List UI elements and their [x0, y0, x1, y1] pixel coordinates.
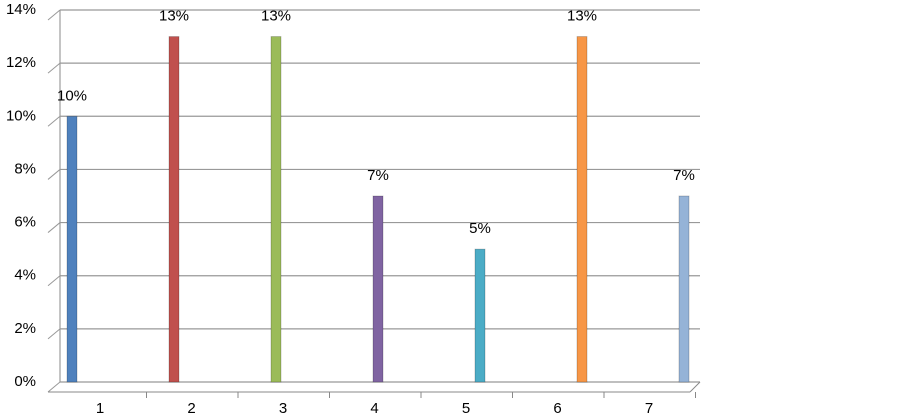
y-tick-label: 4% [14, 267, 36, 284]
grid-depth [47, 115, 61, 127]
bar [66, 115, 78, 383]
grid-depth [47, 381, 61, 393]
y-tick-label: 6% [14, 214, 36, 231]
y-tick-label: 0% [14, 373, 36, 390]
grid-depth [47, 328, 61, 340]
bar [372, 195, 384, 383]
x-tick-label: 5 [462, 400, 470, 417]
bar [168, 36, 180, 383]
bar [270, 36, 282, 383]
grid-depth [47, 62, 61, 74]
data-label: 5% [469, 220, 491, 237]
grid-depth [47, 275, 61, 287]
x-tick-label: 4 [370, 400, 378, 417]
y-tick-label: 14% [6, 1, 36, 18]
grid-depth [47, 9, 61, 21]
x-axis-depth [689, 381, 701, 393]
y-tick-label: 12% [6, 54, 36, 71]
grid-depth [47, 222, 61, 233]
x-tick-label: 1 [96, 400, 104, 417]
data-label: 7% [367, 167, 389, 184]
y-tick-label: 2% [14, 320, 36, 337]
grid-depth [47, 169, 61, 180]
bar [474, 248, 486, 383]
data-label: 7% [673, 167, 695, 184]
x-tick-label: 3 [279, 400, 287, 417]
x-tick-label: 6 [553, 400, 561, 417]
data-label: 10% [57, 87, 87, 104]
y-tick-label: 8% [14, 160, 36, 177]
bar [678, 195, 690, 383]
data-label: 13% [261, 8, 291, 25]
x-tick-label: 2 [187, 400, 195, 417]
data-label: 13% [567, 8, 597, 25]
y-tick-label: 10% [6, 107, 36, 124]
data-label: 13% [159, 8, 189, 25]
bar [576, 36, 588, 383]
x-tick-label: 7 [645, 400, 653, 417]
